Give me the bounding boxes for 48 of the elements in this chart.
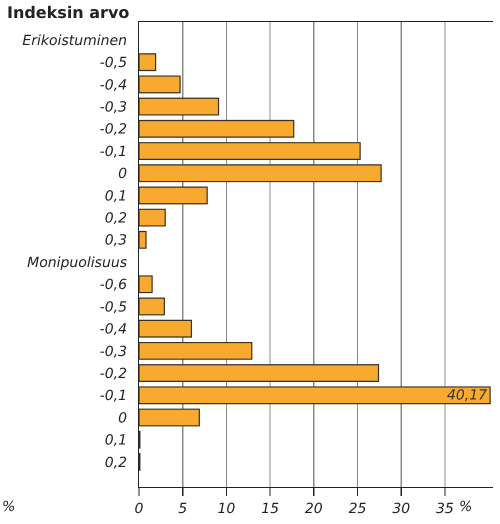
y-tick-label: -0,1 bbox=[100, 144, 127, 160]
bar bbox=[139, 186, 208, 204]
bar bbox=[139, 275, 153, 294]
y-tick-label: 0,1 bbox=[104, 432, 127, 449]
bar bbox=[139, 320, 192, 338]
y-tick-label: Erikoistuminen bbox=[22, 32, 127, 49]
x-tick-label: 10 bbox=[217, 501, 236, 517]
x-tick-label: 35 bbox=[436, 501, 454, 517]
y-tick-label: 0 bbox=[118, 410, 128, 426]
bar bbox=[139, 164, 382, 182]
y-tick-label: -0,6 bbox=[100, 277, 128, 294]
y-tick-label: -0,5 bbox=[100, 299, 128, 316]
bar bbox=[139, 208, 166, 227]
bar bbox=[139, 386, 491, 404]
x-axis-title: % bbox=[459, 499, 472, 515]
y-tick-label: -0,2 bbox=[100, 366, 128, 382]
x-tick-label: 5 bbox=[178, 501, 188, 517]
x-tick-label: 15 bbox=[261, 501, 280, 517]
bar bbox=[139, 230, 147, 249]
bar bbox=[139, 142, 361, 160]
x-tick-label: 0 bbox=[134, 501, 144, 517]
bar bbox=[139, 364, 380, 382]
bar bbox=[139, 408, 200, 426]
bar bbox=[139, 53, 156, 72]
y-tick-label: -0,4 bbox=[100, 77, 127, 94]
y-tick-label: 0,3 bbox=[104, 232, 127, 249]
bar bbox=[139, 98, 220, 116]
text: % bbox=[2, 499, 16, 515]
y-tick-label: -0,1 bbox=[100, 388, 127, 404]
y-tick-label: 0 bbox=[118, 166, 128, 182]
y-tick-label: 0,2 bbox=[104, 454, 128, 471]
y-tick-label: -0,3 bbox=[100, 344, 127, 360]
y-tick-label: 0,2 bbox=[104, 210, 128, 227]
y-tick-label: -0,5 bbox=[100, 55, 128, 72]
y-tick-label: -0,3 bbox=[100, 100, 127, 116]
bar bbox=[139, 342, 252, 360]
y-tick-label: -0,2 bbox=[100, 122, 128, 138]
x-tick-label: 30 bbox=[392, 501, 410, 517]
data-label: 40,17 bbox=[446, 387, 488, 404]
y-axis-title: Indeksin arvo bbox=[7, 3, 130, 22]
y-tick-label: Monipuolisuus bbox=[27, 254, 127, 271]
y-tick-label: -0,4 bbox=[100, 322, 127, 338]
bar bbox=[139, 298, 165, 316]
x-tick-label: 20 bbox=[304, 501, 323, 517]
y-tick-label: 0,1 bbox=[104, 188, 127, 204]
x-tick-label: 25 bbox=[348, 501, 367, 517]
bar bbox=[139, 120, 294, 138]
bar bbox=[139, 75, 181, 94]
